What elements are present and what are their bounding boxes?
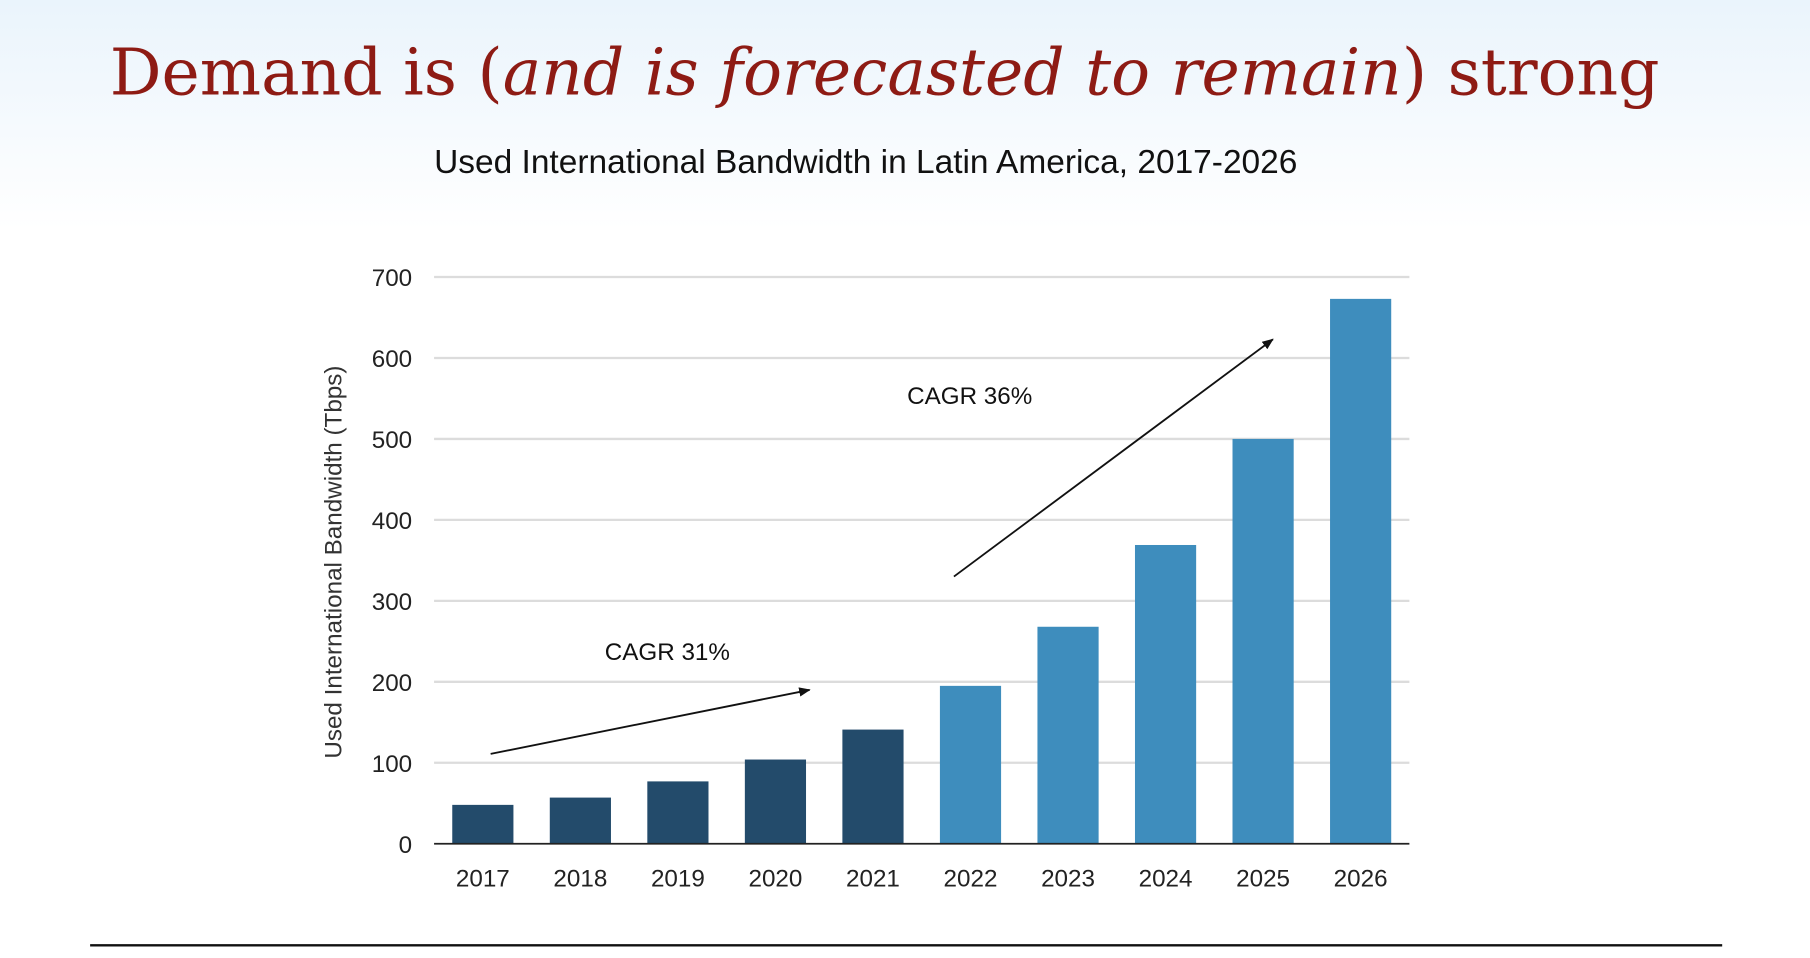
y-tick-label: 0 <box>399 832 412 859</box>
bar-2024 <box>1134 544 1197 844</box>
x-tick-label: 2020 <box>748 865 802 892</box>
x-tick-label: 2018 <box>553 865 607 892</box>
bar-2026 <box>1330 298 1392 844</box>
cagr-label: CAGR 31% <box>605 639 730 666</box>
bar-2019 <box>647 781 709 844</box>
x-tick-label: 2017 <box>456 865 510 892</box>
title-part: and is forecasted to remain <box>503 36 1402 111</box>
y-tick-label: 700 <box>372 265 412 292</box>
y-tick-label: 400 <box>372 508 412 535</box>
title-part: Demand is ( <box>110 36 503 111</box>
y-tick-label: 600 <box>372 346 412 373</box>
plot-area: 0 100 200 300 400 500 600 700 2017 2018 2019 2020 20… <box>372 265 1410 892</box>
x-tick-label: 2023 <box>1041 865 1095 892</box>
title-part: ) strong <box>1402 36 1660 111</box>
bar-2025 <box>1232 438 1294 844</box>
cagr-arrow <box>490 687 811 755</box>
x-tick-label: 2021 <box>846 865 900 892</box>
chart-title: Used International Bandwidth in Latin Am… <box>434 144 1297 181</box>
bar-2018 <box>549 797 611 844</box>
y-tick-label: 500 <box>372 427 412 454</box>
slide-title: Demand is (and is forecasted to remain) … <box>110 36 1660 111</box>
y-axis-label: Used International Bandwidth (Tbps) <box>321 366 348 759</box>
y-tick-label: 200 <box>372 670 412 697</box>
x-tick-label: 2022 <box>944 865 998 892</box>
bar-2017 <box>452 804 514 844</box>
x-tick-label: 2026 <box>1334 865 1388 892</box>
cagr-label: CAGR 36% <box>907 383 1032 410</box>
bar-2021 <box>842 729 904 844</box>
x-tick-label: 2025 <box>1236 865 1290 892</box>
bar-2022 <box>939 685 1002 844</box>
x-tick-label: 2019 <box>651 865 705 892</box>
cagr-arrow <box>953 338 1274 578</box>
x-tick-label: 2024 <box>1139 865 1193 892</box>
bar-2020 <box>744 759 807 844</box>
bar-2023 <box>1037 626 1099 844</box>
y-tick-label: 100 <box>372 751 412 778</box>
y-tick-label: 300 <box>372 589 412 616</box>
